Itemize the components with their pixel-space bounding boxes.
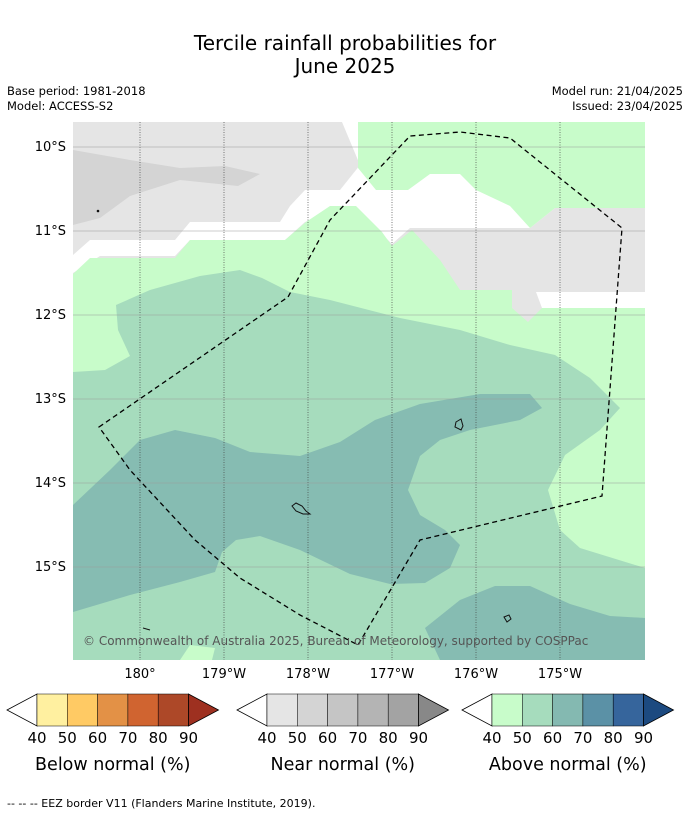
colorbar-segment: [157, 693, 189, 727]
white-band-east: [536, 292, 645, 308]
colorbar-segment: [387, 693, 419, 727]
colorbar-tick-label: 80: [604, 729, 623, 747]
lon-label: 177°W: [370, 667, 414, 682]
latitude-gridlines: [73, 146, 645, 568]
near-normal-50-zone: [73, 150, 260, 225]
title-line-1: Tercile rainfall probabilities for: [193, 31, 497, 55]
colorbar-near-normal: 40 50 60 70 80 90 Near normal (%): [236, 693, 450, 775]
colorbar-segment: [266, 693, 298, 727]
colorbar-segment: [357, 693, 389, 727]
latitude-labels: 10°S 11°S 12°S 13°S 14°S 15°S: [35, 140, 66, 575]
lat-label: 12°S: [35, 308, 66, 323]
lon-label: 179°W: [202, 667, 246, 682]
island-outline: [291, 502, 312, 515]
colorbar-segment: [552, 693, 584, 727]
colorbar-extend-low: [461, 693, 493, 727]
eez-legend-note: -- -- -- EEZ border V11 (Flanders Marine…: [7, 797, 316, 810]
colorbar-segment: [36, 693, 68, 727]
base-period: Base period: 1981-2018: [7, 84, 146, 98]
above-normal-40-zone-sw: [180, 645, 215, 660]
copyright-notice: © Commonwealth of Australia 2025, Bureau…: [83, 634, 588, 648]
colorbar-segment: [297, 693, 328, 727]
colorbar-tick-label: 60: [543, 729, 562, 747]
above-normal-40-zone-north: [358, 122, 645, 228]
island-outline: [454, 418, 464, 431]
colorbar-extend-low: [236, 693, 268, 727]
colorbar-title: Near normal (%): [270, 755, 415, 775]
model-run: Model run: 21/04/2025: [551, 84, 683, 98]
colorbar-tick-label: 70: [348, 729, 367, 747]
colorbar-segment: [491, 693, 523, 727]
colorbar-tick-label: 40: [257, 729, 276, 747]
above-normal-60-zone-south: [425, 586, 645, 660]
colorbar-tick-label: 40: [27, 729, 46, 747]
colorbar-tick-label: 50: [513, 729, 532, 747]
above-normal-60-zone: [73, 394, 542, 612]
island-outline: [503, 614, 512, 623]
colorbar-extend-high: [643, 693, 675, 727]
colorbar-tick-label: 60: [318, 729, 337, 747]
colorbar-tick-label: 50: [58, 729, 77, 747]
colorbar-segment: [582, 693, 614, 727]
colorbar-extend-high: [188, 693, 220, 727]
eez-border: [98, 131, 623, 646]
longitude-gridlines: [139, 122, 561, 660]
islands: [96, 209, 512, 631]
colorbar-tick-label: 50: [288, 729, 307, 747]
colorbar-tick-label: 80: [149, 729, 168, 747]
colorbar-tick-label: 90: [179, 729, 198, 747]
lat-label: 11°S: [35, 224, 66, 239]
colorbar-tick-label: 90: [409, 729, 428, 747]
model-info-right: Model run: 21/04/2025 Issued: 23/04/2025: [552, 84, 683, 114]
lat-label: 14°S: [35, 476, 66, 491]
colorbar-extend-high: [418, 693, 450, 727]
colorbar-tick-label: 70: [118, 729, 137, 747]
colorbar-tick-label: 80: [379, 729, 398, 747]
model-info-left: Base period: 1981-2018 Model: ACCESS-S2: [7, 84, 146, 114]
colorbar-above-normal: 40 50 60 70 80 90 Above normal (%): [461, 693, 675, 775]
colorbar-segment: [97, 693, 129, 727]
colorbar-tick-label: 40: [482, 729, 501, 747]
colorbar-title: Above normal (%): [489, 755, 647, 775]
colorbar-segment: [327, 693, 359, 727]
island-outline: [142, 627, 151, 631]
model-name: Model: ACCESS-S2: [7, 99, 114, 113]
lat-label: 15°S: [35, 560, 66, 575]
lat-label: 10°S: [35, 140, 66, 155]
lon-label: 175°W: [538, 667, 582, 682]
colorbar-legends: 40 50 60 70 80 90 Below normal (%) 40 50 60 70 80 90…: [6, 693, 675, 775]
colorbar-segment: [612, 693, 644, 727]
colorbar-tick-label: 70: [573, 729, 592, 747]
colorbar-below-normal: 40 50 60 70 80 90 Below normal (%): [6, 693, 220, 775]
island-outline: [96, 209, 100, 213]
title-line-2: June 2025: [294, 54, 396, 78]
colorbar-title: Below normal (%): [35, 755, 190, 775]
colorbar-tick-label: 60: [88, 729, 107, 747]
colorbar-segment: [67, 693, 98, 727]
colorbar-tick-label: 90: [634, 729, 653, 747]
map-title: Tercile rainfall probabilities for June …: [0, 32, 690, 78]
issued-date: Issued: 23/04/2025: [572, 99, 683, 113]
lat-label: 13°S: [35, 392, 66, 407]
colorbar-extend-low: [6, 693, 38, 727]
lon-label: 180°: [124, 667, 155, 682]
lon-label: 176°W: [454, 667, 498, 682]
lon-label: 178°W: [286, 667, 330, 682]
probability-field: © Commonwealth of Australia 2025, Bureau…: [73, 122, 645, 660]
colorbar-segment: [522, 693, 553, 727]
colorbar-segment: [127, 693, 159, 727]
longitude-labels: 180° 179°W 178°W 177°W 176°W 175°W: [124, 667, 582, 682]
